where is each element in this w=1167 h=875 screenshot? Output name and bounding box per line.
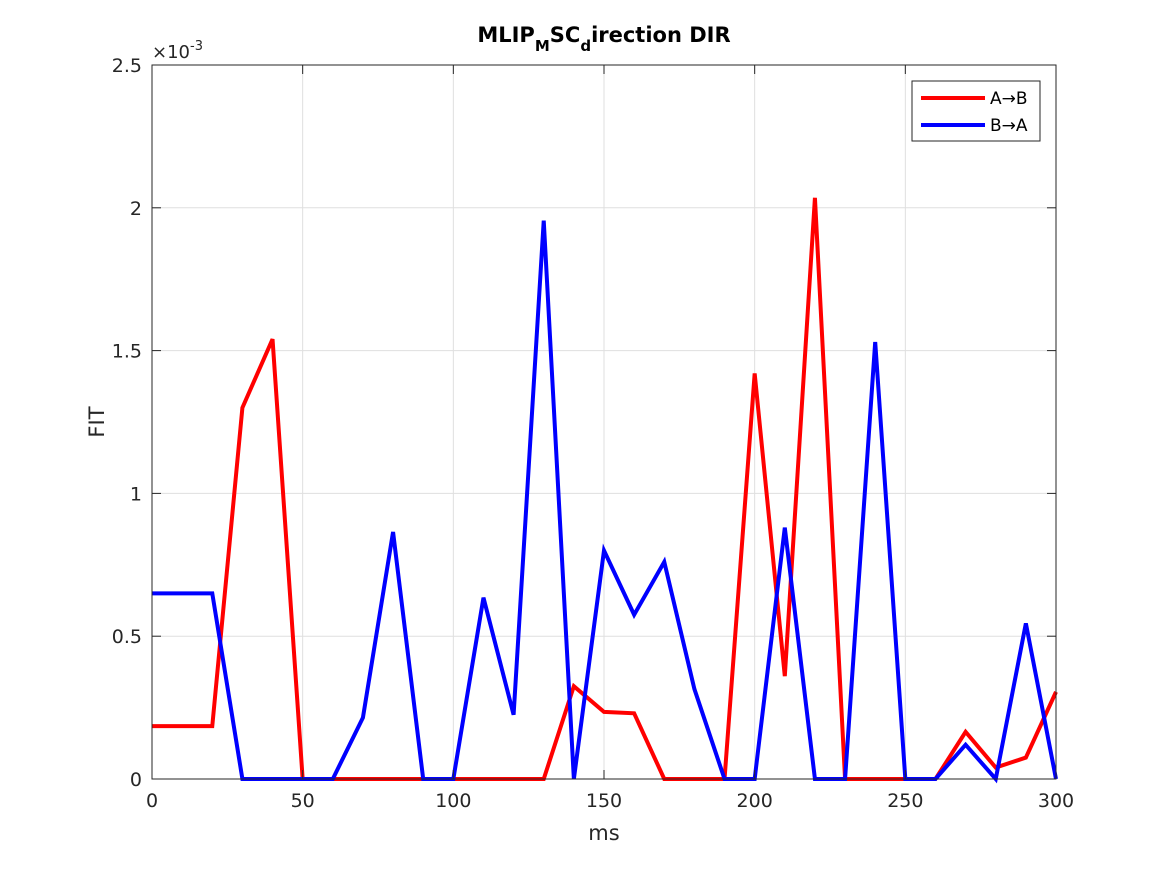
x-tick-label: 0 — [146, 790, 158, 812]
y-tick-label: 1.5 — [112, 341, 142, 363]
y-tick-label: 0.5 — [112, 626, 142, 648]
x-tick-label: 100 — [435, 790, 471, 812]
y-tick-label: 0 — [130, 769, 142, 791]
tick-labels: 0 50 100 150 200 250 300 0 0.5 1 1.5 2 2.5 — [112, 55, 1074, 812]
x-tick-label: 50 — [291, 790, 315, 812]
y-tick-label: 2.5 — [112, 55, 142, 77]
legend-entry-label: B→A — [990, 116, 1028, 136]
chart-title: MLIPMSCdirection DIR — [477, 23, 730, 55]
x-tick-label: 200 — [737, 790, 773, 812]
y-tick-label: 2 — [130, 198, 142, 220]
axes-box — [151, 64, 1057, 780]
legend-entry-label: A→B — [990, 89, 1028, 109]
axes — [151, 64, 1057, 780]
x-tick-label: 250 — [887, 790, 923, 812]
y-tick-label: 1 — [130, 483, 142, 505]
x-axis-label: ms — [588, 821, 619, 845]
legend: A→B B→A — [911, 80, 1041, 142]
y-axis-label: FIT — [85, 406, 109, 437]
y-axis-exponent: ×10-3 — [152, 39, 203, 63]
x-tick-label: 300 — [1038, 790, 1074, 812]
legend-box — [911, 80, 1041, 142]
x-tick-label: 150 — [586, 790, 622, 812]
